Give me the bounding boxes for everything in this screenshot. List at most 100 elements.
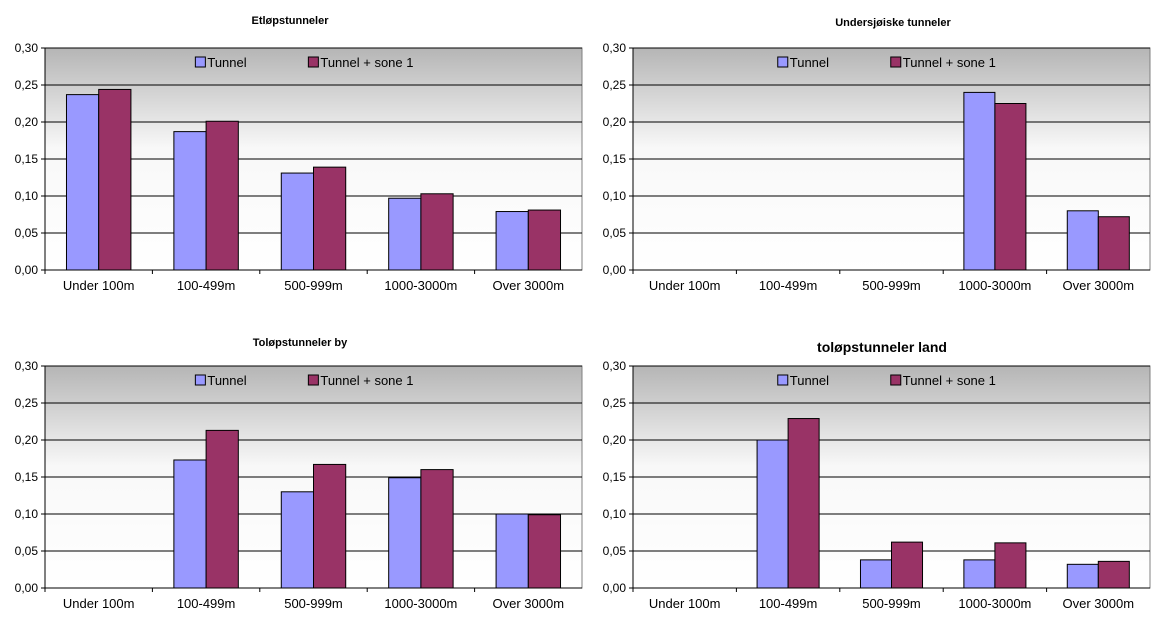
y-tick-label: 0,00 (15, 263, 39, 277)
y-tick-label: 0,25 (603, 396, 627, 410)
y-tick-label: 0,20 (603, 433, 627, 447)
legend: Tunnel Tunnel + sone 1 (777, 55, 996, 70)
legend-swatch (890, 374, 902, 386)
y-tick-label: 0,10 (15, 189, 39, 203)
y-tick-label: 0,15 (603, 470, 627, 484)
bar-tunnel (963, 559, 996, 589)
y-tick-label: 0,25 (603, 78, 627, 92)
y-tick-label: 0,20 (15, 433, 39, 447)
bar-tunnel (280, 491, 314, 589)
y-tick-label: 0,30 (603, 41, 627, 55)
chart-title: toløpstunneler land (817, 339, 947, 355)
legend-swatch (777, 56, 789, 68)
bar-tunnel-sone-1 (891, 541, 924, 589)
y-tick-label: 0,00 (15, 581, 39, 595)
legend-swatch (890, 56, 902, 68)
x-tick-label: Under 100m (63, 596, 135, 611)
y-tick-label: 0,10 (603, 189, 627, 203)
bar-tunnel-sone-1 (527, 209, 562, 271)
legend-swatch (307, 374, 319, 386)
y-tick-label: 0,30 (15, 359, 39, 373)
chart-title: Toløpstunneler by (253, 337, 348, 349)
chart-panel-4: toløpstunneler land 0,00 0,05 0,10 0,15 0,20 0… (603, 339, 1151, 611)
y-tick-label: 0,00 (603, 263, 627, 277)
legend-label: Tunnel (207, 55, 246, 70)
bar-tunnel (65, 94, 100, 271)
y-tick-label: 0,15 (15, 470, 39, 484)
legend-label: Tunnel (207, 373, 246, 388)
x-tick-label: 100-499m (177, 278, 236, 293)
x-tick-label: 100-499m (759, 278, 818, 293)
chart-title: Undersjøiske tunneler (835, 17, 951, 29)
chart-panel-2: Undersjøiske tunneler 0,00 0,05 0,10 0,15 0,2… (603, 17, 1151, 293)
legend-swatch (194, 374, 206, 386)
chart-panel-3: Toløpstunneler by 0,00 0,05 0,10 0,15 0,20 0,2… (15, 337, 583, 611)
bar-tunnel-sone-1 (313, 166, 347, 271)
legend-swatch (777, 374, 789, 386)
bar-tunnel (1066, 210, 1099, 271)
bar-tunnel (495, 211, 529, 271)
x-tick-label: 500-999m (284, 596, 343, 611)
x-tick-label: 1000-3000m (384, 596, 457, 611)
bar-tunnel (859, 559, 892, 589)
bar-tunnel-sone-1 (787, 418, 820, 589)
bar-tunnel (280, 172, 314, 271)
bar-tunnel (963, 91, 996, 271)
y-tick-label: 0,00 (603, 581, 627, 595)
legend-label: Tunnel (790, 373, 829, 388)
y-tick-label: 0,10 (15, 507, 39, 521)
y-tick-label: 0,05 (15, 544, 39, 558)
legend-swatch (307, 56, 319, 68)
x-tick-label: Under 100m (649, 596, 721, 611)
x-tick-label: 500-999m (862, 278, 921, 293)
y-tick-label: 0,15 (15, 152, 39, 166)
bar-tunnel-sone-1 (1097, 216, 1130, 271)
y-tick-label: 0,25 (15, 78, 39, 92)
bar-tunnel (173, 459, 207, 589)
legend: Tunnel Tunnel + sone 1 (194, 55, 413, 70)
bar-tunnel-sone-1 (313, 463, 347, 589)
y-tick-label: 0,10 (603, 507, 627, 521)
y-tick-label: 0,30 (15, 41, 39, 55)
legend-swatch (194, 56, 206, 68)
chart-panel-1: Etløpstunneler 0,00 0,05 0,10 0,15 0,20 0,25 0,… (15, 15, 583, 293)
x-tick-label: 500-999m (284, 278, 343, 293)
bar-tunnel (388, 197, 422, 271)
legend: Tunnel Tunnel + sone 1 (194, 373, 413, 388)
y-tick-label: 0,05 (603, 226, 627, 240)
chart-title: Etløpstunneler (251, 15, 329, 27)
x-tick-label: 100-499m (759, 596, 818, 611)
bar-tunnel-sone-1 (420, 469, 454, 589)
y-tick-label: 0,20 (15, 115, 39, 129)
bar-tunnel (756, 439, 789, 589)
bar-tunnel-sone-1 (1097, 560, 1130, 589)
legend-label: Tunnel + sone 1 (320, 55, 413, 70)
y-tick-label: 0,25 (15, 396, 39, 410)
y-tick-label: 0,20 (603, 115, 627, 129)
bar-tunnel (1066, 563, 1099, 589)
legend: Tunnel Tunnel + sone 1 (777, 373, 996, 388)
bar-tunnel (173, 131, 207, 271)
x-tick-label: 100-499m (177, 596, 236, 611)
bar-tunnel-sone-1 (527, 514, 562, 589)
x-tick-label: Over 3000m (1063, 596, 1135, 611)
bar-tunnel-sone-1 (994, 542, 1027, 589)
bar-tunnel-sone-1 (994, 103, 1027, 271)
y-tick-label: 0,30 (603, 359, 627, 373)
bar-tunnel-sone-1 (205, 120, 239, 271)
x-tick-label: Over 3000m (493, 278, 565, 293)
legend-label: Tunnel + sone 1 (320, 373, 413, 388)
y-tick-label: 0,05 (15, 226, 39, 240)
x-tick-label: 1000-3000m (958, 278, 1031, 293)
bar-tunnel-sone-1 (205, 429, 239, 589)
x-tick-label: 500-999m (862, 596, 921, 611)
bar-tunnel-sone-1 (420, 193, 454, 271)
x-tick-label: 1000-3000m (958, 596, 1031, 611)
x-tick-label: Over 3000m (1063, 278, 1135, 293)
bar-tunnel (495, 513, 529, 589)
x-tick-label: Over 3000m (493, 596, 565, 611)
legend-label: Tunnel + sone 1 (903, 55, 996, 70)
legend-label: Tunnel + sone 1 (903, 373, 996, 388)
x-tick-label: Under 100m (649, 278, 721, 293)
